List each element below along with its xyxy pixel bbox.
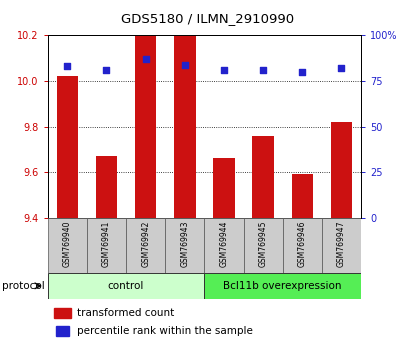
Text: GSM769942: GSM769942	[141, 221, 150, 267]
Bar	[56, 326, 69, 336]
Text: GSM769944: GSM769944	[220, 221, 229, 267]
Point	[103, 67, 110, 73]
Text: GSM769946: GSM769946	[298, 221, 307, 267]
Text: Bcl11b overexpression: Bcl11b overexpression	[223, 281, 342, 291]
Text: GSM769940: GSM769940	[63, 221, 72, 267]
FancyBboxPatch shape	[126, 218, 165, 273]
Point	[338, 65, 345, 71]
Text: GSM769945: GSM769945	[259, 221, 268, 267]
Bar	[174, 0, 195, 218]
FancyBboxPatch shape	[283, 218, 322, 273]
Bar	[54, 308, 71, 318]
Point	[64, 64, 71, 69]
Text: protocol: protocol	[2, 281, 45, 291]
FancyBboxPatch shape	[205, 218, 244, 273]
Text: GSM769943: GSM769943	[180, 221, 189, 267]
Text: transformed count: transformed count	[78, 308, 175, 318]
Text: GSM769947: GSM769947	[337, 221, 346, 267]
Point	[142, 56, 149, 62]
FancyBboxPatch shape	[48, 218, 87, 273]
FancyBboxPatch shape	[205, 273, 361, 299]
Text: control: control	[108, 281, 144, 291]
Point	[221, 67, 227, 73]
FancyBboxPatch shape	[322, 218, 361, 273]
Bar	[291, 175, 313, 218]
Bar	[213, 159, 235, 218]
Bar	[135, 35, 156, 218]
FancyBboxPatch shape	[244, 218, 283, 273]
Point	[181, 62, 188, 67]
FancyBboxPatch shape	[87, 218, 126, 273]
Bar	[331, 122, 352, 218]
Bar	[96, 156, 117, 218]
FancyBboxPatch shape	[165, 218, 205, 273]
Point	[260, 67, 266, 73]
FancyBboxPatch shape	[48, 273, 205, 299]
Text: GDS5180 / ILMN_2910990: GDS5180 / ILMN_2910990	[121, 12, 294, 25]
Bar	[56, 76, 78, 218]
Point	[299, 69, 305, 75]
Text: percentile rank within the sample: percentile rank within the sample	[78, 326, 254, 336]
Bar	[252, 136, 274, 218]
Text: GSM769941: GSM769941	[102, 221, 111, 267]
